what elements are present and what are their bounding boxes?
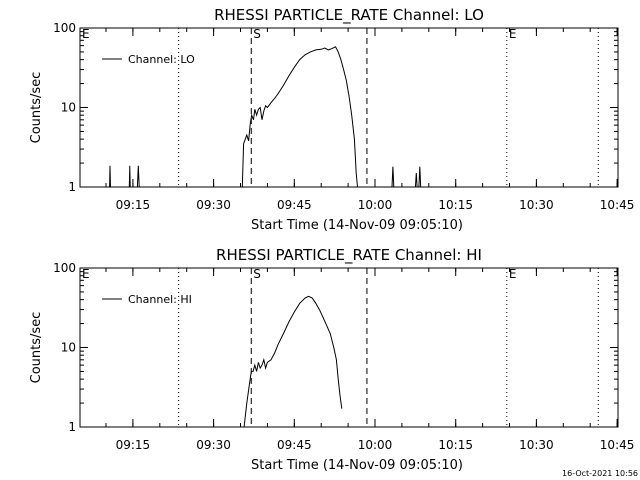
data-series-line [136, 165, 140, 188]
x-tick-label: 09:30 [196, 198, 231, 212]
data-series-line [418, 166, 422, 188]
x-tick-label: 10:15 [438, 438, 473, 452]
y-tick-label: 10 [61, 341, 76, 355]
data-series-line [243, 295, 343, 428]
plot-frame [79, 267, 619, 428]
chart-title: RHESSI PARTICLE_RATE Channel: LO [214, 6, 484, 25]
data-series-line [391, 166, 395, 188]
y-tick-label: 100 [53, 261, 76, 275]
legend-label: Channel: LO [128, 53, 195, 66]
data-series-line [109, 165, 111, 188]
x-tick-label: 09:30 [196, 438, 231, 452]
data-series-line [128, 165, 131, 188]
marker-label: E [509, 267, 517, 281]
x-tick-label: 09:45 [277, 198, 312, 212]
marker-label: E [82, 27, 90, 41]
x-tick-label: 09:15 [116, 438, 151, 452]
chart-panel-1: RHESSI PARTICLE_RATE Channel: LO Start Ti… [29, 6, 634, 233]
x-axis-label: Start Time (14-Nov-09 09:05:10) [251, 218, 463, 233]
marker-label: S [253, 267, 261, 281]
marker-label: S [253, 27, 261, 41]
chart-panel-2: RHESSI PARTICLE_RATE Channel: HI Start Ti… [29, 246, 634, 473]
y-tick-label: 1 [68, 180, 76, 194]
y-tick-label: 1 [68, 420, 76, 434]
y-tick-label: 10 [61, 101, 76, 115]
timestamp: 16-Oct-2021 10:56 [562, 469, 638, 478]
x-tick-label: 09:15 [116, 198, 151, 212]
marker-label: E [82, 267, 90, 281]
x-tick-label: 10:30 [519, 198, 554, 212]
x-tick-label: 09:45 [277, 438, 312, 452]
chart-title: RHESSI PARTICLE_RATE Channel: HI [216, 246, 482, 265]
x-tick-label: 10:00 [358, 198, 393, 212]
x-tick-label: 10:15 [438, 198, 473, 212]
y-axis-label: Counts/sec [29, 72, 44, 144]
x-tick-label: 10:30 [519, 438, 554, 452]
x-tick-label: 10:00 [358, 438, 393, 452]
data-series-line [241, 46, 358, 188]
marker-label: E [509, 27, 517, 41]
data-series-line [414, 172, 418, 188]
y-axis-label: Counts/sec [29, 312, 44, 384]
x-axis-label: Start Time (14-Nov-09 09:05:10) [251, 458, 463, 473]
legend-label: Channel: HI [128, 293, 192, 306]
x-tick-label: 10:45 [600, 198, 635, 212]
plot-frame [79, 27, 619, 188]
y-tick-label: 100 [53, 21, 76, 35]
x-tick-label: 10:45 [600, 438, 635, 452]
